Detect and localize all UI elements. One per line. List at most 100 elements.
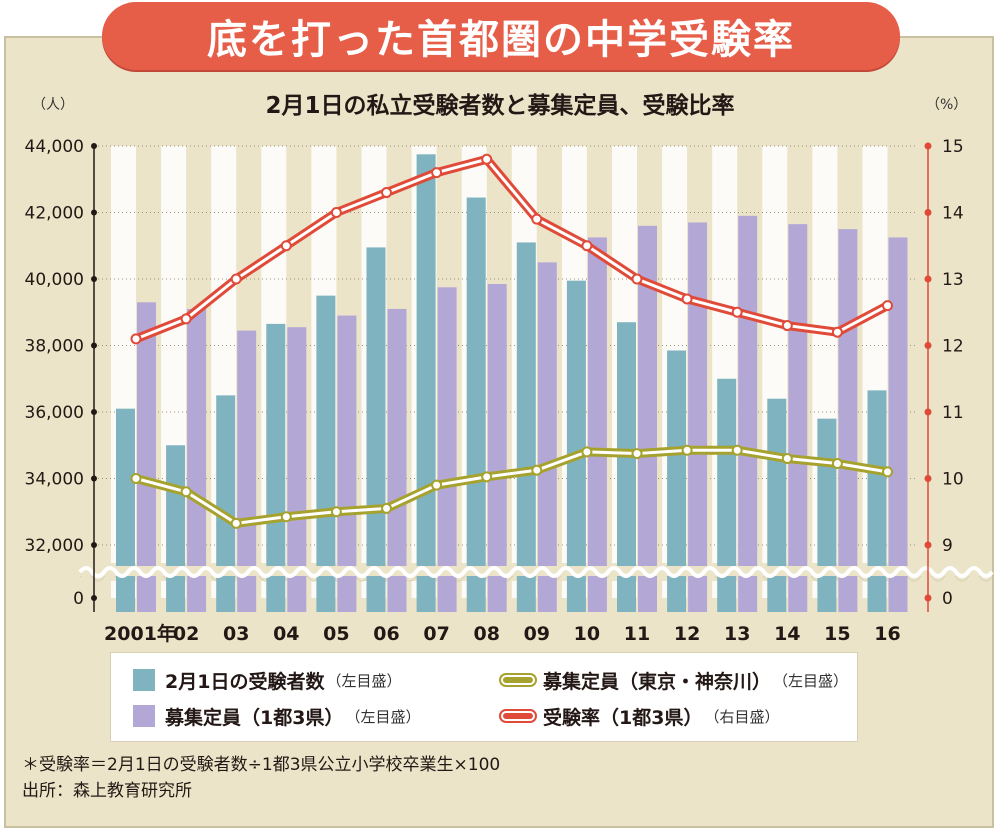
point-capacity-tk	[831, 458, 843, 470]
legend-item-applicants: 2月1日の受験者数 （左目盛）	[133, 665, 401, 695]
left-tick-dot	[91, 342, 97, 349]
bar-capacity-all	[838, 229, 858, 612]
x-tick-label: 07	[423, 623, 449, 645]
right-tick-label: 9	[942, 536, 953, 556]
bar-capacity-all	[537, 262, 557, 612]
bar-applicants	[266, 323, 286, 612]
bar-applicants	[617, 322, 636, 612]
right-tick-dot	[924, 142, 932, 150]
left-tick-dot	[91, 143, 97, 149]
point-exam-rate	[230, 273, 242, 285]
legend-label-exam-rate: 受験率（1都3県）	[543, 706, 703, 729]
bar-capacity-all	[187, 308, 207, 612]
point-exam-rate	[581, 240, 593, 252]
bar-capacity-all	[888, 237, 908, 612]
legend-swatch-capacity-all	[133, 705, 155, 727]
bar-capacity-all	[337, 315, 357, 612]
x-tick-label: 02	[173, 623, 199, 645]
legend-label-capacity-tk: 募集定員（東京・神奈川）	[543, 670, 772, 693]
line-capacity-tk-highlight	[134, 448, 889, 525]
point-exam-rate	[481, 153, 493, 165]
bar-capacity-all	[387, 308, 407, 612]
x-tick-label: 2001年	[104, 622, 176, 645]
formula-note: ＊受験率＝2月1日の受験者数÷1都3県公立小学校卒業生×100	[22, 755, 501, 775]
left-tick-label: 36,000	[25, 403, 84, 423]
left-tick-label: 34,000	[25, 470, 84, 490]
legend-label-capacity-all: 募集定員（1都3県）	[165, 706, 344, 729]
point-capacity-tk	[330, 506, 342, 518]
bar-capacity-all	[587, 237, 607, 612]
right-tick-label: 0	[942, 589, 953, 609]
point-exam-rate	[381, 187, 392, 199]
notes: ＊受験率＝2月1日の受験者数÷1都3県公立小学校卒業生×100 出所：森上教育研…	[22, 752, 500, 804]
axis-break-line	[78, 566, 994, 578]
right-axis-unit: （%）	[926, 97, 968, 113]
x-tick-label: 09	[524, 623, 550, 645]
left-tick-label: 42,000	[25, 204, 84, 224]
left-tick-label: 40,000	[25, 270, 84, 290]
point-capacity-tk	[431, 479, 443, 491]
point-capacity-tk	[882, 466, 893, 478]
bar-applicants	[717, 378, 737, 612]
left-tick-label: 38,000	[25, 337, 84, 357]
x-tick-label: 04	[273, 623, 299, 645]
bar-applicants	[366, 247, 386, 612]
bar-applicants	[566, 280, 586, 612]
left-tick-label: 44,000	[25, 137, 84, 157]
legend-axis-exam-rate: （右目盛）	[704, 707, 780, 726]
bar-capacity-all	[137, 302, 156, 612]
bar-capacity-all	[738, 215, 758, 612]
x-tick-label: 14	[774, 623, 800, 645]
point-exam-rate	[330, 207, 342, 218]
legend-item-capacity-all: 募集定員（1都3県） （左目盛）	[133, 701, 420, 731]
right-tick-label: 11	[942, 403, 964, 423]
bar-capacity-all	[287, 327, 307, 612]
legend-item-capacity-tk: 募集定員（東京・神奈川） （左目盛）	[499, 665, 848, 695]
right-tick-dot	[924, 209, 932, 216]
point-capacity-tk	[381, 502, 392, 514]
x-tick-label: 05	[323, 623, 349, 645]
point-capacity-tk	[531, 464, 543, 476]
left-tick-label: 0	[73, 589, 84, 609]
bar-applicants	[416, 154, 436, 612]
x-tick-label: 08	[473, 623, 499, 645]
left-tick-dot	[91, 276, 97, 282]
legend-label-applicants: 2月1日の受験者数	[165, 670, 325, 693]
point-exam-rate	[882, 300, 893, 312]
point-capacity-tk	[481, 471, 493, 483]
bar-applicants	[116, 408, 135, 612]
right-tick-label: 15	[942, 137, 964, 157]
point-capacity-tk	[280, 511, 292, 523]
legend-axis-capacity-all: （左目盛）	[345, 707, 421, 726]
point-capacity-tk	[230, 517, 242, 529]
legend-swatch-exam-rate	[499, 709, 537, 723]
banner-title: 底を打った首都圏の中学受験率	[207, 17, 795, 63]
source-note: 出所：森上教育研究所	[22, 781, 192, 801]
point-capacity-tk	[681, 444, 693, 456]
legend-swatch-applicants	[133, 669, 155, 691]
right-tick-dot	[924, 475, 932, 482]
bar-capacity-all	[437, 287, 457, 612]
title-banner: 底を打った首都圏の中学受験率	[102, 2, 900, 70]
point-exam-rate	[731, 306, 743, 318]
right-tick-label: 13	[942, 270, 964, 290]
bar-applicants	[316, 295, 336, 612]
left-tick-label: 32,000	[25, 536, 84, 556]
point-exam-rate	[531, 213, 543, 225]
chart-title: 2月1日の私立受験者数と募集定員、受験比率	[265, 93, 735, 119]
bar-applicants	[466, 197, 486, 612]
point-exam-rate	[431, 167, 443, 179]
point-capacity-tk	[130, 473, 142, 484]
point-exam-rate	[130, 333, 142, 345]
point-exam-rate	[631, 273, 643, 285]
bar-applicants	[166, 445, 186, 612]
left-tick-dot	[91, 542, 97, 548]
point-capacity-tk	[581, 446, 593, 458]
point-exam-rate	[280, 240, 292, 252]
right-tick-dot	[924, 342, 932, 349]
bar-applicants	[216, 395, 236, 612]
bar-capacity-all	[487, 283, 507, 612]
left-tick-dot	[91, 209, 97, 216]
point-exam-rate	[781, 320, 793, 332]
legend-axis-applicants: （左目盛）	[326, 671, 402, 690]
